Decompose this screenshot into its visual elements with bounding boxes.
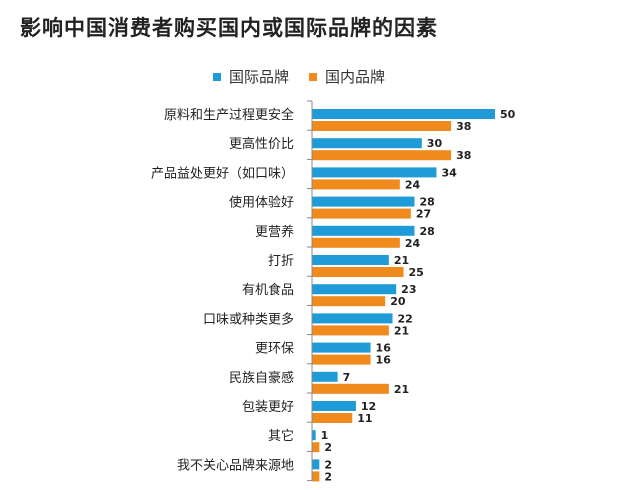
data-label: 27: [416, 208, 431, 221]
legend-item-domestic: 国内品牌: [309, 66, 385, 87]
bar-domestic: [312, 208, 411, 219]
category-label: 产品益处更好（如口味）: [151, 165, 294, 181]
bar-international: [312, 255, 389, 265]
legend-label-intl: 国际品牌: [229, 68, 290, 86]
bar-domestic: [312, 413, 353, 423]
bar-international: [312, 225, 415, 236]
data-label: 22: [398, 312, 413, 325]
bar-international: [312, 459, 320, 470]
bar-international: [312, 430, 316, 441]
data-label: 24: [405, 237, 421, 250]
category-label: 打折: [268, 254, 294, 269]
category-label: 包装更好: [242, 400, 294, 415]
legend-swatch-intl: [213, 72, 221, 81]
bar-international: [312, 138, 422, 149]
data-label: 28: [419, 196, 434, 209]
category-label: 更高性价比: [229, 136, 294, 152]
data-label: 2: [324, 458, 332, 471]
data-label: 21: [394, 254, 409, 267]
data-label: 7: [343, 371, 351, 384]
bar-international: [312, 371, 338, 382]
data-label: 21: [394, 383, 409, 396]
legend-swatch-domestic: [309, 72, 318, 81]
data-label: 23: [401, 283, 416, 296]
category-label: 更环保: [255, 342, 294, 357]
bar-international: [312, 196, 415, 207]
bar-domestic: [312, 383, 389, 394]
legend-label-domestic: 国内品牌: [325, 68, 386, 86]
data-label: 38: [456, 120, 471, 133]
category-label: 原料和生产过程更安全: [164, 107, 294, 123]
data-label: 20: [390, 295, 406, 308]
category-label: 使用体验好: [229, 195, 294, 211]
bar-international: [312, 342, 371, 353]
data-label: 11: [357, 412, 372, 425]
data-label: 2: [324, 441, 332, 454]
data-label: 2: [324, 470, 332, 483]
bar-domestic: [312, 354, 371, 365]
bar-domestic: [312, 237, 400, 248]
bar-domestic: [312, 179, 400, 190]
data-label: 1: [321, 429, 329, 442]
data-label: 21: [394, 324, 409, 337]
chart-title: 影响中国消费者购买国内或国际品牌的因素: [20, 16, 438, 40]
category-label: 口味或种类更多: [203, 311, 294, 327]
category-label: 民族自豪感: [229, 370, 294, 386]
category-label: 其它: [268, 428, 294, 444]
data-label: 30: [427, 137, 443, 150]
bar-domestic: [312, 325, 389, 336]
bar-international: [312, 167, 437, 178]
data-label: 50: [500, 108, 516, 121]
legend-item-intl: 国际品牌: [213, 66, 289, 87]
data-label: 28: [419, 225, 434, 238]
bar-domestic: [312, 121, 452, 131]
bar-domestic: [312, 150, 452, 161]
bar-international: [312, 109, 495, 119]
data-label: 12: [361, 400, 376, 413]
bar-international: [312, 401, 356, 411]
category-label: 有机食品: [242, 282, 294, 298]
bar-international: [312, 284, 397, 295]
category-label: 更营养: [255, 224, 294, 240]
bar-domestic: [312, 296, 386, 307]
category-label: 我不关心品牌来源地: [177, 457, 294, 473]
bar-domestic: [312, 471, 320, 482]
data-label: 38: [456, 149, 471, 162]
data-label: 25: [409, 266, 424, 279]
data-label: 34: [441, 166, 457, 179]
data-label: 16: [376, 342, 392, 355]
data-label: 16: [376, 354, 392, 367]
bar-domestic: [312, 267, 404, 277]
bar-international: [312, 313, 393, 324]
legend: 国际品牌 国内品牌: [213, 66, 405, 87]
bar-domestic: [312, 442, 320, 453]
data-label: 24: [405, 178, 421, 191]
